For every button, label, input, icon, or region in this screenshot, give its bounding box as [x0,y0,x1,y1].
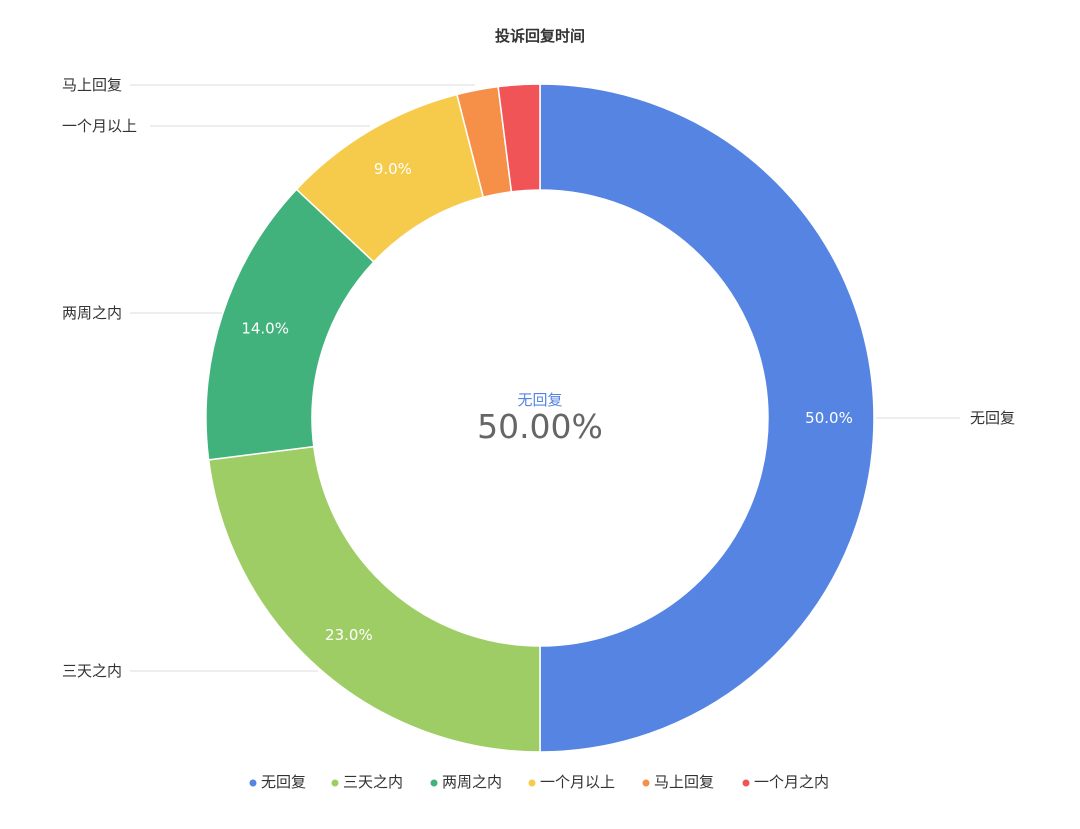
center-percentage: 50.00% [477,407,603,446]
donut-center: 无回复 50.00% [477,391,603,446]
slice-value-label-0: 50.0% [805,409,853,427]
legend-label-0: 无回复 [261,773,306,791]
legend-marker-1 [331,779,339,787]
center-category-name: 无回复 [517,391,562,409]
legend-item-4[interactable]: 马上回复 [642,773,715,791]
donut-slice-1[interactable] [207,445,541,753]
leader-lines [130,84,960,672]
slice-value-labels: 50.0% 23.0% 14.0% 9.0% [241,160,853,644]
legend-marker-0 [249,779,257,787]
outer-label-1: 三天之内 [62,662,122,680]
legend-marker-5 [742,779,750,787]
legend-marker-3 [528,779,536,787]
legend-item-2[interactable]: 两周之内 [430,773,503,791]
donut-slice-0[interactable] [539,83,875,753]
legend-label-2: 两周之内 [442,773,502,791]
chart-title: 投诉回复时间 [495,27,585,45]
legend-item-0[interactable]: 无回复 [249,773,307,791]
legend-label-3: 一个月以上 [540,773,615,791]
slice-value-label-2: 14.0% [241,320,289,338]
legend-marker-2 [430,779,438,787]
legend-item-1[interactable]: 三天之内 [331,773,404,791]
legend-item-3[interactable]: 一个月以上 [528,773,616,791]
outer-label-4: 马上回复 [62,76,122,94]
chart-legend: 无回复 三天之内 两周之内 一个月以上 马上回复 一个月之内 [249,773,830,791]
donut-slice-5[interactable] [497,83,541,193]
outer-label-2: 两周之内 [62,304,122,322]
legend-label-1: 三天之内 [343,773,403,791]
outer-label-3: 一个月以上 [62,117,137,135]
legend-label-4: 马上回复 [654,773,714,791]
donut-slices [205,83,875,753]
legend-item-5[interactable]: 一个月之内 [742,773,830,791]
legend-marker-4 [642,779,650,787]
legend-label-5: 一个月之内 [754,773,829,791]
slice-value-label-3: 9.0% [374,160,412,178]
outer-label-0: 无回复 [970,409,1015,427]
slice-value-label-1: 23.0% [325,626,373,644]
